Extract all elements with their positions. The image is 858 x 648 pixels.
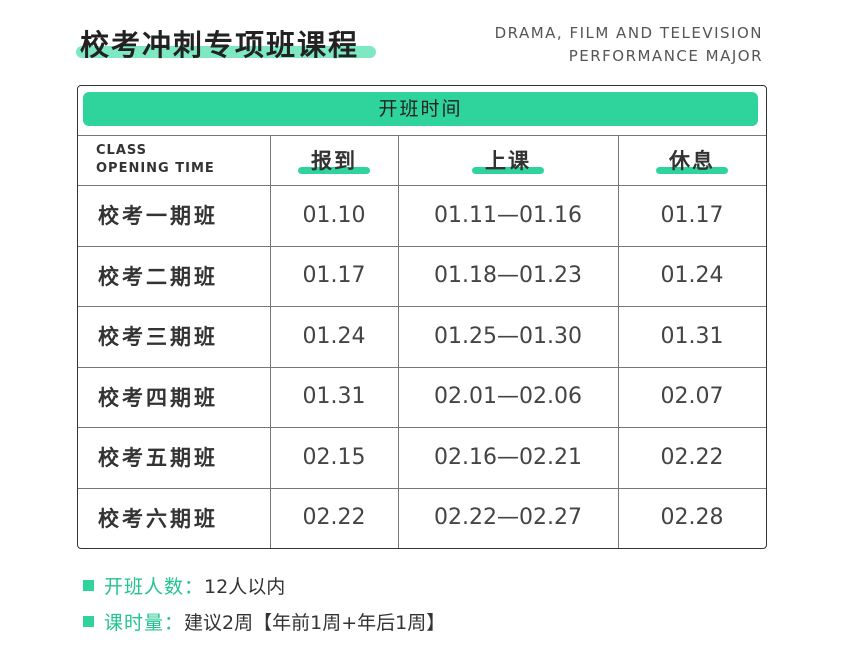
table-frame bbox=[77, 85, 767, 549]
cell: 02.28 bbox=[660, 505, 724, 531]
row-header: 校考五期班 bbox=[98, 446, 218, 471]
row-line bbox=[78, 427, 766, 428]
row-header: 校考二期班 bbox=[98, 264, 218, 289]
col-line bbox=[618, 135, 619, 548]
row-line bbox=[78, 306, 766, 307]
cell: 01.18—01.23 bbox=[434, 263, 582, 289]
cell: 01.31 bbox=[302, 384, 366, 410]
cell: 01.11—01.16 bbox=[434, 202, 582, 228]
title-highlight bbox=[76, 46, 376, 58]
cell: 02.07 bbox=[660, 384, 724, 410]
cell: 01.17 bbox=[660, 202, 724, 228]
column-header: 休息 bbox=[669, 149, 715, 173]
subtitle: PERFORMANCE MAJOR bbox=[568, 47, 763, 65]
title: 校考冲刺专项班课程 bbox=[80, 28, 360, 62]
row-header: 校考六期班 bbox=[98, 506, 218, 531]
row-line bbox=[78, 245, 766, 247]
row-line bbox=[78, 185, 766, 186]
note-label: 课时量： bbox=[104, 612, 185, 634]
col-line bbox=[398, 135, 399, 548]
cell: 02.22—02.27 bbox=[434, 505, 582, 531]
column-header: 报到 bbox=[311, 149, 357, 173]
cell: 01.17 bbox=[302, 263, 366, 289]
row-line bbox=[78, 135, 766, 136]
note: 开班人数： 12人以内 bbox=[83, 572, 285, 599]
row-header: 校考四期班 bbox=[98, 385, 218, 410]
cell: 01.24 bbox=[302, 323, 366, 349]
cell: 01.10 bbox=[302, 202, 366, 228]
header-highlight bbox=[656, 167, 728, 174]
note-text: 12人以内 bbox=[204, 576, 286, 598]
cell: 02.01—02.06 bbox=[434, 384, 582, 410]
cell: 02.22 bbox=[302, 505, 366, 531]
note-text: 建议2周【年前1周+年后1周】 bbox=[184, 612, 446, 634]
row-line bbox=[78, 487, 766, 489]
row-line bbox=[78, 366, 766, 368]
cell: 01.24 bbox=[660, 263, 724, 289]
row-header: 校考一期班 bbox=[98, 204, 218, 229]
cell: 02.22 bbox=[660, 444, 724, 470]
header-highlight bbox=[298, 167, 370, 174]
subtitle: DRAMA, FILM AND TELEVISION bbox=[494, 24, 763, 42]
header-highlight bbox=[472, 167, 544, 174]
column-header: 上课 bbox=[485, 149, 531, 173]
cell: 02.15 bbox=[302, 444, 366, 470]
column-header: CLASS OPENING TIME bbox=[96, 143, 215, 176]
note-label: 开班人数： bbox=[104, 576, 205, 598]
row-header: 校考三期班 bbox=[98, 325, 218, 350]
cell: 01.25—01.30 bbox=[434, 323, 582, 349]
note: 课时量： 建议2周【年前1周+年后1周】 bbox=[83, 608, 445, 635]
table-banner: 开班时间 bbox=[83, 92, 758, 126]
cell: 01.31 bbox=[660, 323, 724, 349]
col-line bbox=[270, 135, 271, 548]
cell: 02.16—02.21 bbox=[434, 444, 582, 470]
